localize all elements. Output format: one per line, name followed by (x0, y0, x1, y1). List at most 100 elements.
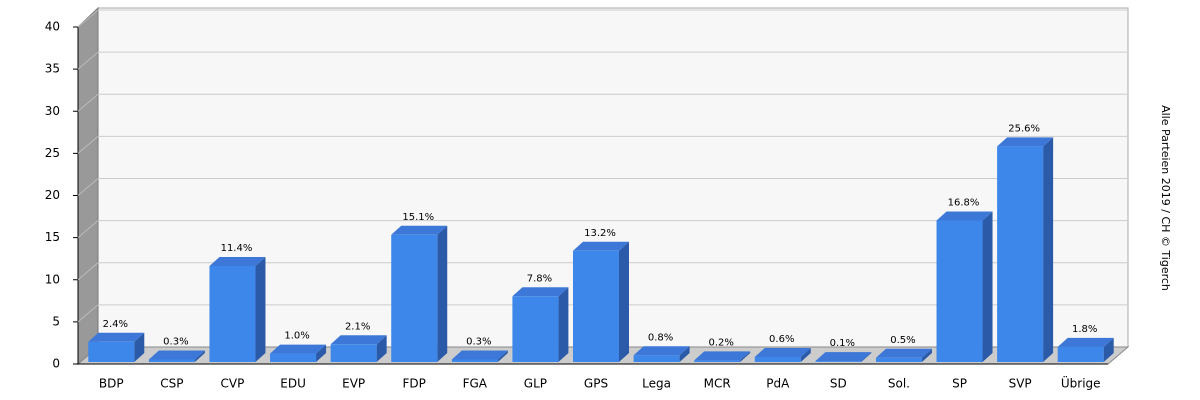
y-tick-label: 10 (45, 272, 60, 286)
x-tick-label: PdA (766, 377, 790, 391)
value-label: 13.2% (584, 228, 616, 239)
bar-side (437, 225, 448, 362)
bar (391, 234, 438, 362)
bar-side (861, 352, 872, 362)
x-tick-label: FGA (463, 377, 488, 391)
bar-side (619, 241, 629, 362)
x-tick-label: BDP (99, 377, 124, 391)
x-tick-label: GLP (524, 377, 547, 391)
x-tick-label: MCR (704, 377, 731, 391)
bar (815, 361, 862, 362)
grid-line (77, 178, 99, 196)
bar (573, 250, 619, 362)
value-label: 0.8% (648, 332, 673, 343)
bar-top (936, 211, 993, 221)
x-tick-label: SD (830, 377, 847, 391)
x-tick-label: Lega (642, 377, 671, 391)
bar-top (330, 335, 387, 345)
y-tick-label: 20 (45, 188, 60, 202)
bar (633, 355, 680, 362)
y-tick-label: 5 (52, 314, 60, 328)
bar (694, 360, 741, 362)
bar (148, 359, 195, 362)
bar-top (997, 137, 1054, 147)
value-label: 1.0% (284, 331, 309, 342)
bar (270, 353, 317, 362)
value-label: 0.3% (163, 336, 188, 347)
value-label: 0.1% (830, 338, 855, 349)
bar-top (391, 225, 448, 235)
x-tick-label: EDU (280, 377, 306, 391)
grid-line (77, 93, 99, 112)
y-tick-label: 25 (45, 146, 60, 160)
value-label: 0.3% (466, 336, 491, 347)
x-tick-label: FDP (403, 377, 426, 391)
bar (209, 265, 256, 362)
bar-side (800, 347, 811, 362)
bar-top (633, 346, 690, 356)
grid-line (77, 51, 99, 70)
bar (88, 341, 135, 362)
value-label: 7.8% (527, 273, 552, 284)
grid-line (77, 9, 99, 28)
y-tick-label: 35 (45, 62, 60, 76)
bar-side (194, 350, 205, 362)
bar-side (679, 346, 690, 362)
x-tick-label: EVP (342, 377, 365, 391)
x-tick-label: CSP (160, 377, 183, 391)
bar-top (694, 351, 751, 361)
bar-top (512, 287, 569, 297)
value-label: 16.8% (948, 197, 980, 208)
value-label: 0.6% (769, 334, 794, 345)
bar-side (376, 335, 387, 362)
bar (936, 220, 983, 362)
x-tick-label: SVP (1009, 377, 1032, 391)
y-tick-label: 40 (45, 20, 60, 34)
value-label: 2.4% (103, 319, 128, 330)
bar (512, 296, 559, 362)
left-wall (77, 6, 99, 366)
grid-line (77, 220, 99, 239)
grid-line (77, 304, 99, 323)
bar-side (558, 287, 569, 362)
value-label: 0.2% (708, 337, 733, 348)
x-tick-label: Übrige (1061, 375, 1101, 391)
bar-top (209, 256, 266, 266)
bar (875, 357, 922, 362)
value-label: 11.4% (221, 243, 253, 254)
bar (1057, 346, 1104, 362)
x-tick-label: Sol. (888, 377, 910, 391)
bar-top (815, 352, 872, 362)
bar-side (1043, 137, 1054, 362)
value-label: 0.5% (890, 335, 915, 346)
bar-top (451, 350, 508, 360)
y-tick-label: 30 (45, 104, 60, 118)
bar (330, 344, 377, 362)
bar-top (875, 348, 932, 358)
x-tick-label: CVP (221, 377, 245, 391)
bar (754, 356, 801, 362)
bar-side (740, 351, 751, 362)
bar-top (148, 350, 205, 360)
bar-top (573, 241, 629, 251)
value-label: 15.1% (402, 212, 434, 223)
bar-side (134, 332, 145, 362)
bar (997, 146, 1044, 362)
source-note: Alle Parteien 2019 / CH © Tigerch (1159, 105, 1172, 291)
bar-top (754, 347, 811, 357)
bar-side (982, 211, 993, 362)
bar-side (316, 344, 327, 362)
bar (451, 359, 498, 362)
bar-top (88, 332, 145, 342)
grid-line (77, 262, 99, 281)
bar-side (255, 256, 266, 362)
y-tick-label: 0 (52, 357, 60, 371)
bar-top (1057, 337, 1114, 347)
value-label: 2.1% (345, 321, 370, 332)
y-tick-label: 15 (45, 230, 60, 244)
grid-line (77, 135, 99, 154)
x-tick-label: SP (952, 377, 967, 391)
bar-side (497, 350, 508, 362)
bar-side (1103, 337, 1114, 362)
